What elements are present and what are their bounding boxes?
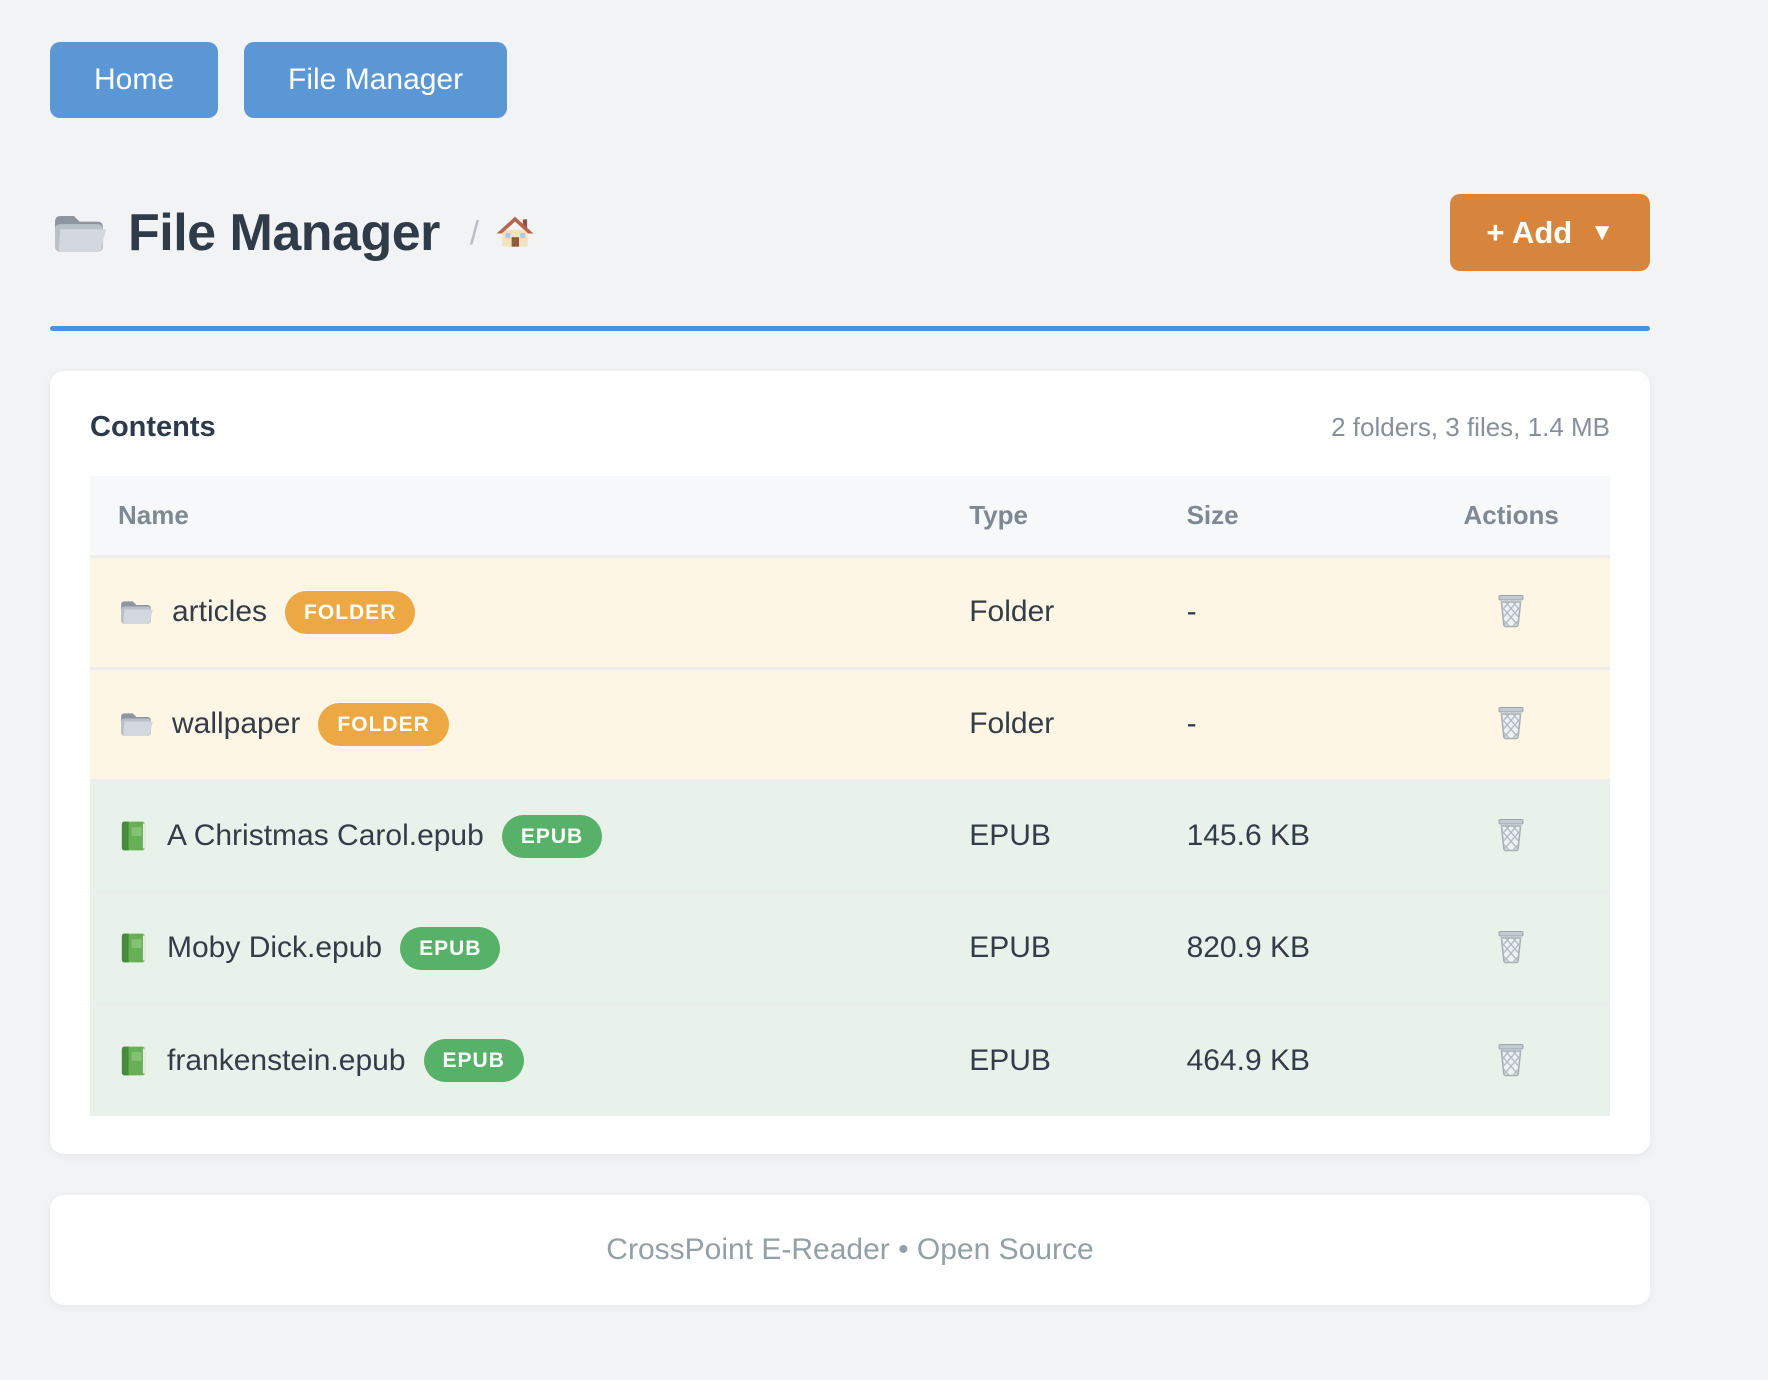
table-row: frankenstein.epub EPUB EPUB 464.9 KB bbox=[90, 1004, 1610, 1116]
nav-home-button[interactable]: Home bbox=[50, 42, 219, 118]
contents-card-header: Contents 2 folders, 3 files, 1.4 MB bbox=[90, 411, 1610, 444]
contents-card: Contents 2 folders, 3 files, 1.4 MB Name… bbox=[50, 371, 1650, 1154]
table-row: articles FOLDER Folder - bbox=[90, 556, 1610, 668]
page: Home File Manager File Manager / + Add ▼… bbox=[50, 0, 1650, 1305]
title-group: File Manager / bbox=[50, 203, 535, 263]
type-cell: EPUB bbox=[969, 1043, 1051, 1077]
epub-badge: EPUB bbox=[501, 814, 603, 858]
epub-badge: EPUB bbox=[400, 926, 501, 970]
table-row: A Christmas Carol.epub EPUB EPUB 145.6 K… bbox=[90, 780, 1610, 892]
top-navigation: Home File Manager bbox=[50, 0, 1650, 118]
page-title: File Manager bbox=[128, 203, 440, 262]
footer-text: CrossPoint E-Reader • Open Source bbox=[606, 1233, 1094, 1266]
nav-file-manager-button[interactable]: File Manager bbox=[244, 42, 508, 118]
caret-down-icon: ▼ bbox=[1590, 218, 1614, 246]
type-cell: EPUB bbox=[969, 819, 1051, 852]
delete-button[interactable] bbox=[1490, 923, 1532, 969]
column-header-name: Name bbox=[90, 476, 942, 556]
folder-icon bbox=[118, 597, 154, 627]
trash-icon bbox=[1494, 703, 1528, 741]
type-cell: Folder bbox=[969, 707, 1055, 740]
files-table: Name Type Size Actions articles FOLDER F… bbox=[90, 476, 1610, 1116]
trash-icon bbox=[1494, 1040, 1528, 1078]
file-link[interactable]: A Christmas Carol.epub bbox=[167, 819, 484, 852]
table-row: wallpaper FOLDER Folder - bbox=[90, 668, 1610, 780]
table-row: Moby Dick.epub EPUB EPUB 820.9 KB bbox=[90, 892, 1610, 1004]
folder-icon bbox=[118, 709, 154, 739]
trash-icon bbox=[1494, 591, 1528, 629]
breadcrumb-separator: / bbox=[469, 213, 480, 251]
trash-icon bbox=[1494, 815, 1528, 853]
delete-button[interactable] bbox=[1490, 1036, 1532, 1082]
book-icon bbox=[118, 819, 149, 853]
book-icon bbox=[118, 1044, 149, 1078]
folder-link[interactable]: wallpaper bbox=[172, 707, 301, 740]
size-cell: 820.9 KB bbox=[1186, 931, 1310, 964]
file-link[interactable]: frankenstein.epub bbox=[167, 1043, 406, 1077]
file-link[interactable]: Moby Dick.epub bbox=[167, 931, 383, 964]
delete-button[interactable] bbox=[1490, 699, 1532, 745]
column-header-size: Size bbox=[1158, 476, 1413, 556]
type-cell: EPUB bbox=[969, 931, 1051, 964]
delete-button[interactable] bbox=[1490, 587, 1532, 633]
size-cell: - bbox=[1186, 707, 1197, 740]
add-button-label: + Add bbox=[1486, 214, 1573, 250]
page-header: File Manager / + Add ▼ bbox=[50, 194, 1650, 271]
contents-summary: 2 folders, 3 files, 1.4 MB bbox=[1331, 412, 1610, 442]
add-button[interactable]: + Add ▼ bbox=[1450, 194, 1650, 271]
home-icon[interactable] bbox=[495, 214, 535, 252]
delete-button[interactable] bbox=[1490, 811, 1532, 857]
header-rule bbox=[50, 326, 1650, 331]
book-icon bbox=[118, 931, 149, 965]
column-header-actions: Actions bbox=[1412, 476, 1610, 556]
type-cell: Folder bbox=[969, 595, 1055, 628]
size-cell: 145.6 KB bbox=[1186, 819, 1310, 852]
folder-icon bbox=[50, 209, 108, 257]
column-header-type: Type bbox=[941, 476, 1159, 556]
folder-badge: FOLDER bbox=[285, 590, 416, 634]
footer: CrossPoint E-Reader • Open Source bbox=[50, 1195, 1650, 1305]
folder-link[interactable]: articles bbox=[172, 595, 268, 628]
folder-badge: FOLDER bbox=[318, 702, 449, 746]
epub-badge: EPUB bbox=[423, 1039, 524, 1083]
contents-heading: Contents bbox=[90, 411, 216, 443]
size-cell: 464.9 KB bbox=[1186, 1043, 1310, 1077]
table-header-row: Name Type Size Actions bbox=[90, 476, 1610, 556]
size-cell: - bbox=[1186, 595, 1197, 628]
trash-icon bbox=[1494, 927, 1528, 965]
